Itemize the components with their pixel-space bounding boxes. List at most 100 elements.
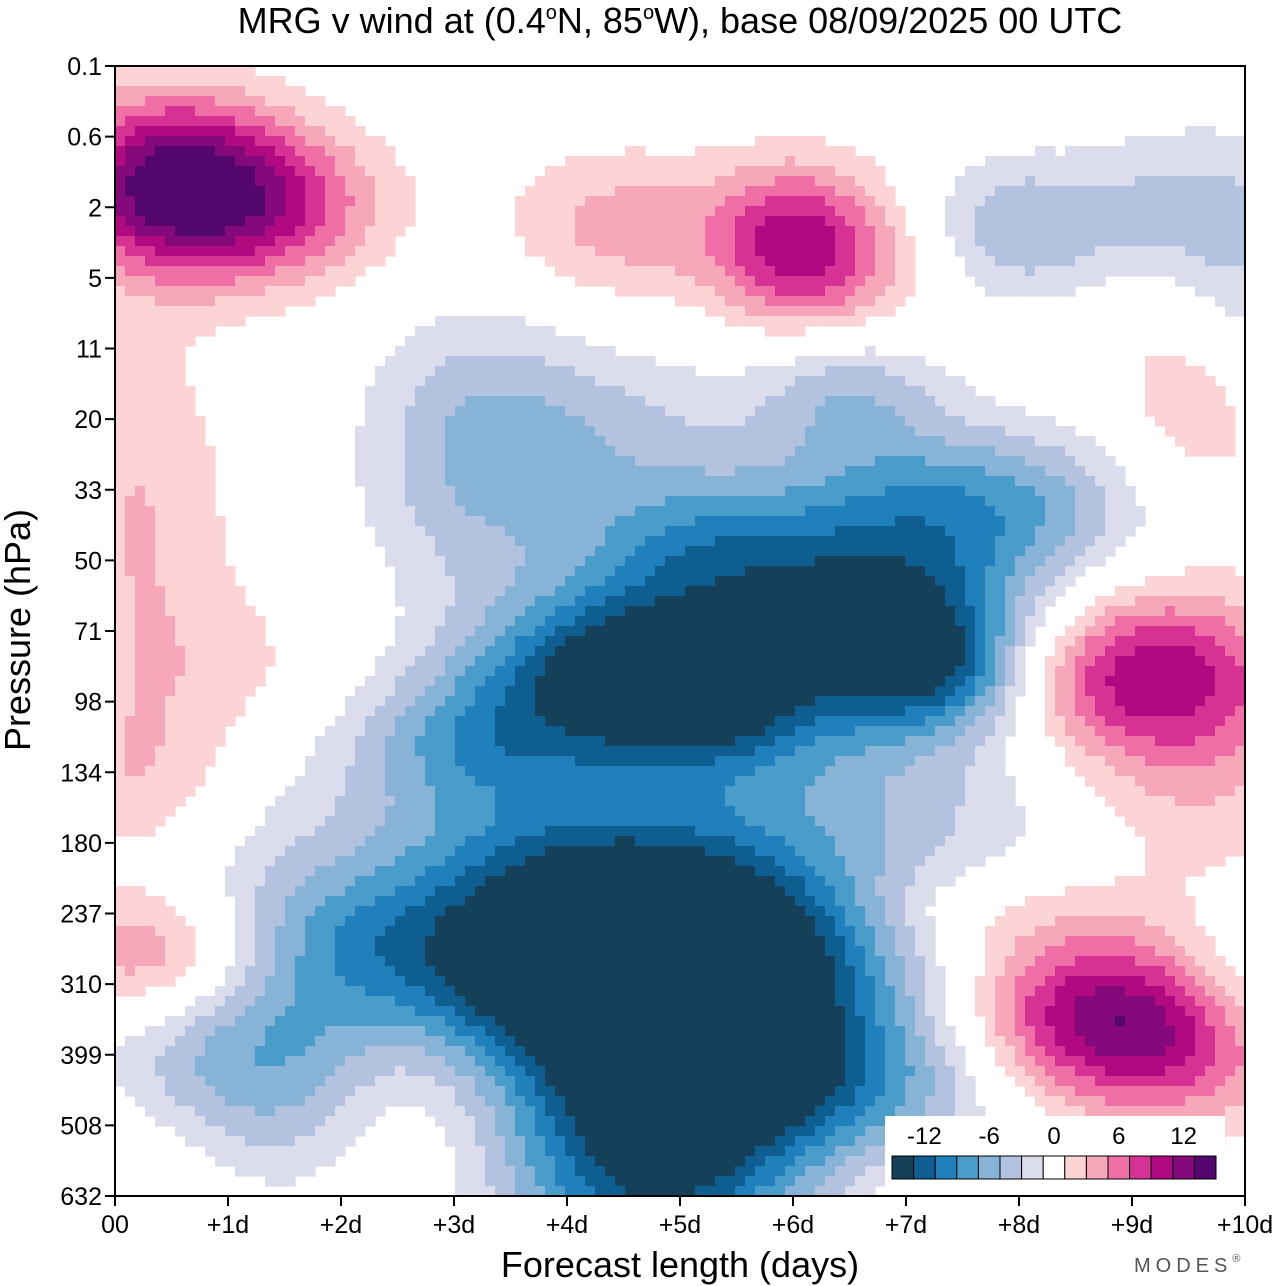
contour-cell — [155, 616, 166, 627]
contour-cell — [295, 226, 306, 237]
contour-cell — [315, 136, 326, 147]
contour-cell — [535, 616, 546, 627]
contour-cell — [725, 696, 736, 707]
contour-cell — [865, 646, 876, 657]
contour-cell — [135, 296, 146, 307]
contour-cell — [625, 196, 636, 207]
contour-cell — [935, 526, 946, 537]
contour-cell — [1095, 646, 1106, 657]
contour-cell — [575, 386, 586, 397]
contour-cell — [695, 376, 706, 387]
contour-cell — [795, 276, 806, 287]
contour-cell — [1205, 626, 1216, 637]
contour-cell — [645, 716, 656, 727]
contour-cell — [835, 316, 846, 327]
contour-cell — [1235, 216, 1245, 227]
contour-cell — [1225, 696, 1236, 707]
contour-cell — [175, 76, 186, 87]
contour-cell — [765, 466, 776, 477]
contour-cell — [205, 646, 216, 657]
contour-cell — [135, 236, 146, 247]
contour-cell — [945, 516, 956, 527]
contour-cell — [225, 206, 236, 217]
contour-cell — [805, 696, 816, 707]
contour-cell — [755, 366, 766, 377]
contour-cell — [1115, 686, 1126, 697]
contour-cell — [1035, 546, 1046, 557]
contour-cell — [865, 436, 876, 447]
contour-cell — [1095, 256, 1106, 267]
contour-cell — [225, 666, 236, 677]
contour-cell — [535, 186, 546, 197]
contour-cell — [395, 576, 406, 587]
contour-cell — [685, 556, 696, 567]
contour-cell — [465, 676, 476, 687]
contour-cell — [465, 436, 476, 447]
contour-cell — [145, 226, 156, 237]
contour-cell — [465, 336, 476, 347]
contour-cell — [905, 566, 916, 577]
contour-cell — [185, 186, 196, 197]
contour-cell — [685, 566, 696, 577]
contour-cell — [505, 496, 516, 507]
contour-cell — [445, 386, 456, 397]
contour-cell — [775, 606, 786, 617]
contour-cell — [145, 346, 156, 357]
contour-cell — [905, 356, 916, 367]
contour-cell — [155, 286, 166, 297]
contour-cell — [675, 646, 686, 657]
contour-cell — [995, 246, 1006, 257]
contour-cell — [265, 106, 276, 117]
contour-cell — [135, 216, 146, 227]
contour-cell — [705, 226, 716, 237]
contour-cell — [835, 226, 846, 237]
contour-cell — [135, 526, 146, 537]
contour-cell — [605, 346, 616, 357]
contour-cell — [1075, 486, 1086, 497]
contour-cell — [455, 446, 466, 457]
contour-cell — [835, 166, 846, 177]
contour-cell — [1065, 446, 1076, 457]
contour-cell — [635, 606, 646, 617]
contour-cell — [145, 116, 156, 127]
contour-cell — [605, 416, 616, 427]
contour-cell — [115, 126, 126, 137]
contour-cell — [755, 486, 766, 497]
contour-cell — [975, 266, 986, 277]
contour-cell — [785, 566, 796, 577]
contour-cell — [785, 606, 796, 617]
contour-cell — [965, 646, 976, 657]
contour-cell — [945, 646, 956, 657]
contour-cell — [205, 76, 216, 87]
contour-cell — [725, 496, 736, 507]
contour-cell — [375, 676, 386, 687]
contour-cell — [575, 656, 586, 667]
contour-cell — [1085, 476, 1096, 487]
contour-cell — [965, 656, 976, 667]
contour-cell — [185, 126, 196, 137]
contour-cell — [705, 706, 716, 717]
contour-cell — [125, 296, 136, 307]
contour-cell — [145, 676, 156, 687]
contour-cell — [625, 546, 636, 557]
contour-cell — [975, 596, 986, 607]
contour-cell — [775, 226, 786, 237]
contour-cell — [935, 536, 946, 547]
contour-cell — [815, 376, 826, 387]
contour-cell — [1235, 146, 1245, 157]
contour-cell — [965, 466, 976, 477]
contour-cell — [945, 536, 956, 547]
contour-cell — [225, 126, 236, 137]
contour-cell — [1175, 696, 1186, 707]
contour-cell — [415, 506, 426, 517]
contour-cell — [455, 316, 466, 327]
contour-cell — [975, 256, 986, 267]
contour-cell — [675, 566, 686, 577]
contour-cell — [365, 456, 376, 467]
contour-cell — [175, 166, 186, 177]
contour-cell — [415, 456, 426, 467]
contour-cell — [145, 256, 156, 267]
contour-cell — [345, 256, 356, 267]
contour-cell — [715, 646, 726, 657]
contour-cell — [545, 676, 556, 687]
